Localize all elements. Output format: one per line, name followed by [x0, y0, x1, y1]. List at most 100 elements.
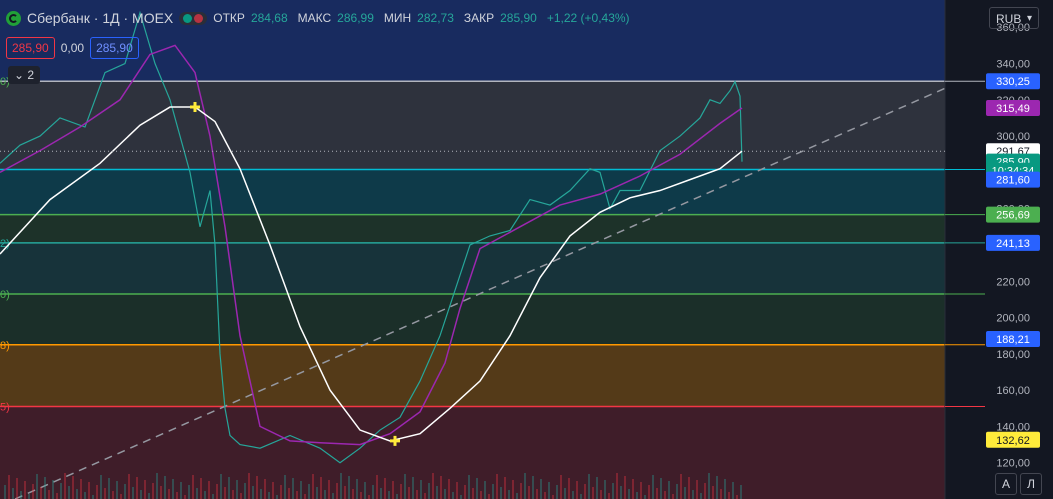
- volume-bar: [724, 479, 726, 499]
- buy-button[interactable]: 285,90: [90, 37, 139, 59]
- volume-bar: [120, 494, 122, 499]
- volume-bar: [732, 482, 734, 499]
- market-status-indicator[interactable]: [179, 11, 208, 25]
- series-line-price: [0, 10, 743, 464]
- volume-bar: [360, 492, 362, 499]
- indicators-count: 2: [27, 68, 35, 82]
- volume-bar: [592, 487, 594, 499]
- volume-bar: [396, 494, 398, 499]
- volume-bar: [584, 484, 586, 499]
- volume-bar: [204, 491, 206, 499]
- trend-line: [14, 80, 961, 499]
- volume-bar: [192, 475, 194, 499]
- volume-bar: [64, 473, 66, 499]
- volume-bar: [52, 480, 54, 499]
- volume-bar: [316, 487, 318, 499]
- volume-bar: [296, 491, 298, 499]
- fib-zone: [0, 169, 945, 215]
- volume-bar: [160, 486, 162, 499]
- fib-zone-top: [0, 0, 945, 82]
- volume-bar: [36, 474, 38, 499]
- ticker-title[interactable]: Сбербанк · 1Д · MOEX: [27, 10, 174, 26]
- volume-bar: [680, 474, 682, 499]
- volume-bar: [124, 484, 126, 499]
- volume-bar: [700, 493, 702, 499]
- volume-bar: [560, 475, 562, 499]
- volume-bar: [740, 485, 742, 499]
- price-tag: [986, 431, 1040, 448]
- volume-bar: [612, 483, 614, 499]
- volume-bar: [252, 486, 254, 499]
- sberbank-logo-icon: [6, 10, 21, 26]
- series-line-ma-fast: [0, 44, 743, 446]
- volume-bar: [492, 484, 494, 499]
- volume-bar: [488, 494, 490, 499]
- volume-bar: [92, 495, 94, 499]
- volume-bar: [212, 494, 214, 499]
- volume-bar: [24, 481, 26, 499]
- currency-value: RUB: [996, 12, 1022, 26]
- volume-bar: [468, 475, 470, 499]
- volume-bar: [624, 476, 626, 499]
- volume-bar: [72, 476, 74, 499]
- volume-bar: [504, 477, 506, 499]
- price-axis-tick: 160,00: [996, 385, 1030, 397]
- fib-level-label: 0): [0, 76, 10, 88]
- volume-bar: [8, 475, 10, 499]
- volume-bar: [720, 489, 722, 499]
- volume-bar: [564, 488, 566, 499]
- volume-bar: [452, 492, 454, 499]
- volume-bar: [324, 490, 326, 499]
- currency-select[interactable]: RUB ▾: [989, 7, 1039, 29]
- volume-bar: [604, 480, 606, 499]
- volume-bar: [456, 482, 458, 499]
- volume-bar: [448, 479, 450, 499]
- volume-bar: [240, 493, 242, 499]
- spread-value: 0,00: [60, 41, 85, 55]
- volume-bar: [4, 485, 6, 499]
- volume-bar: [196, 488, 198, 499]
- volume-bar: [356, 479, 358, 499]
- volume-bar: [728, 492, 730, 499]
- volume-bar: [148, 493, 150, 499]
- ohlc-close-value: 285,90: [500, 11, 537, 25]
- volume-bar: [20, 491, 22, 499]
- volume-bar: [40, 487, 42, 499]
- delay-icon: [194, 13, 204, 23]
- ohlc-high-label: МАКС: [297, 11, 332, 25]
- auto-scale-button[interactable]: A: [995, 473, 1017, 495]
- price-tag-label: 330,25: [996, 76, 1030, 88]
- sell-button[interactable]: 285,90: [6, 37, 55, 59]
- fib-zone: [0, 81, 945, 170]
- ohlc-change: +1,22 (+0,43%): [546, 11, 630, 25]
- volume-bar: [88, 482, 90, 499]
- volume-bar: [256, 476, 258, 499]
- volume-bar: [536, 489, 538, 499]
- price-axis-tick: 140,00: [996, 421, 1030, 433]
- volume-bar: [424, 493, 426, 499]
- volume-bar: [44, 477, 46, 499]
- volume-bar: [632, 479, 634, 499]
- price-axis-tick: 180,00: [996, 349, 1030, 361]
- volume-bar: [76, 489, 78, 499]
- indicators-toggle[interactable]: ⌄ 2: [8, 66, 41, 84]
- fib-zone-bottom: [0, 406, 945, 499]
- volume-bar: [600, 490, 602, 499]
- volume-bar: [112, 491, 114, 499]
- volume-bar: [480, 491, 482, 499]
- volume-bar: [128, 474, 130, 499]
- volume-bar: [184, 495, 186, 499]
- chart-legend: Сбербанк · 1Д · MOEX ОТКР 284,68 МАКС 286,…: [6, 6, 634, 30]
- volume-bar: [56, 493, 58, 499]
- volume-bar: [704, 483, 706, 499]
- log-scale-button[interactable]: Л: [1020, 473, 1042, 495]
- volume-bar: [244, 483, 246, 499]
- volume-bar: [108, 478, 110, 499]
- volume-bar: [696, 480, 698, 499]
- volume-bar: [648, 485, 650, 499]
- volume-bar: [344, 486, 346, 499]
- volume-bar: [264, 479, 266, 499]
- volume-bar: [68, 486, 70, 499]
- volume-bar: [436, 486, 438, 499]
